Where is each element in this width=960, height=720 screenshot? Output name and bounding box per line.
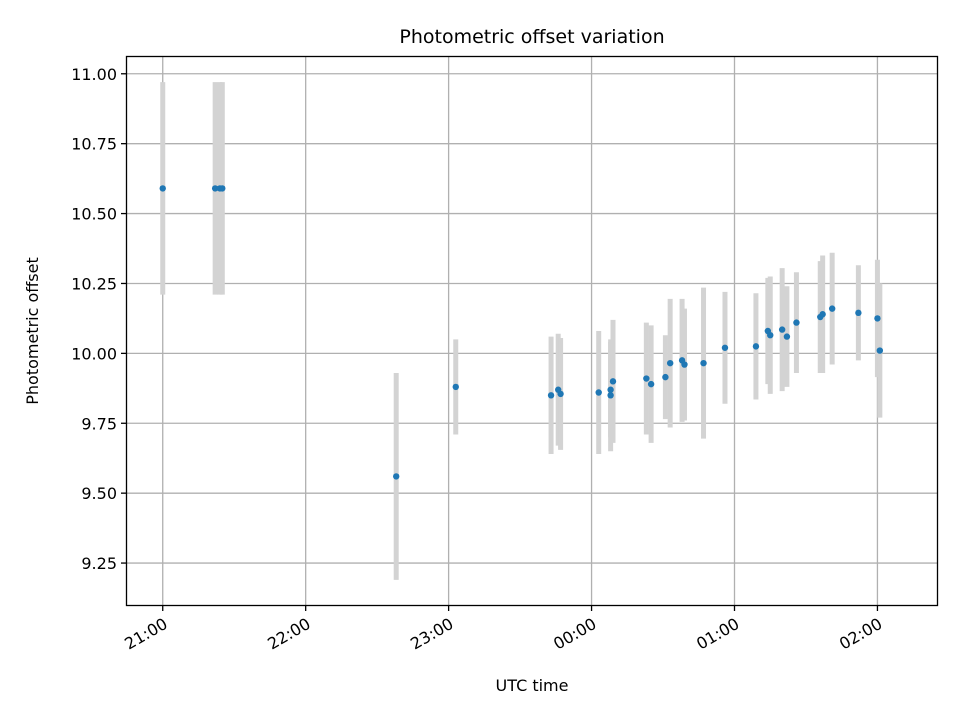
data-point [393, 473, 400, 480]
data-point [855, 309, 862, 317]
data-point [643, 375, 650, 382]
data-point [874, 315, 881, 322]
data-point [666, 359, 674, 367]
data-point [819, 311, 826, 318]
data-point [159, 185, 166, 192]
y-axis-label: Photometric offset [23, 257, 42, 405]
data-point [700, 359, 707, 367]
y-tick-label: 10.75 [71, 135, 117, 154]
data-point [876, 347, 884, 354]
data-point [647, 380, 655, 388]
y-tick-label: 9.75 [81, 414, 117, 433]
data-point [778, 326, 786, 333]
data-point [793, 319, 800, 326]
data-point [607, 386, 614, 393]
data-point [452, 383, 459, 391]
plot-frame [125, 55, 939, 607]
data-point [219, 185, 226, 192]
y-axis: 9.25 9.50 9.75 10.00 10.25 10.50 10.75 11.00 [71, 65, 127, 573]
data-points [159, 185, 884, 480]
data-point [211, 185, 219, 192]
data-point [557, 390, 564, 398]
y-tick-label: 10.50 [71, 205, 117, 224]
chart-title: Photometric offset variation [399, 26, 664, 48]
data-point [547, 392, 555, 399]
data-point [767, 331, 774, 339]
data-point [662, 373, 669, 381]
x-axis-label: UTC time [496, 676, 569, 695]
data-point [609, 378, 617, 385]
y-tick-label: 10.00 [71, 344, 117, 363]
data-point [595, 389, 602, 396]
data-point [783, 333, 791, 340]
data-point [752, 343, 760, 350]
data-point [828, 305, 836, 312]
y-tick-label: 11.00 [71, 65, 117, 84]
data-point [721, 344, 729, 351]
data-point [681, 361, 688, 368]
y-tick-label: 9.50 [81, 484, 117, 503]
data-point [607, 392, 614, 399]
y-tick-label: 9.25 [81, 554, 117, 573]
y-tick-label: 10.25 [71, 274, 117, 293]
